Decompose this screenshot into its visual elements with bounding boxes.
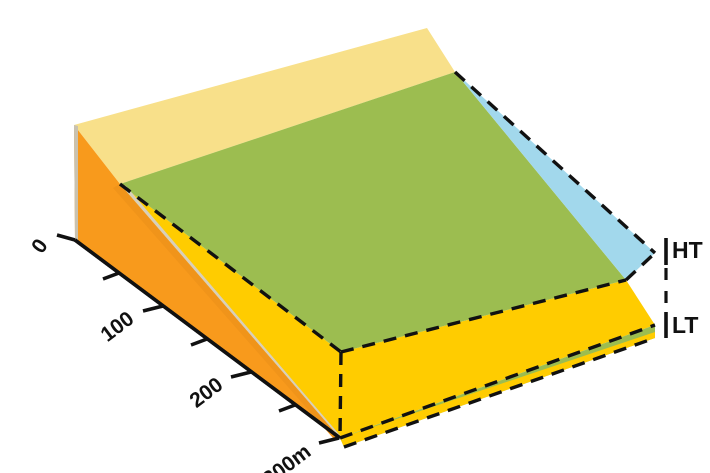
tide-marker-group: HT LT	[664, 237, 703, 338]
ridge-highlight	[74, 125, 78, 240]
axis-spine	[73, 238, 342, 440]
vegetated-flat-surface	[120, 72, 626, 352]
axis-tick-100	[142, 304, 164, 313]
edge-vertical-front-corner	[338, 351, 343, 439]
upper-beach-surface	[74, 28, 455, 184]
edge-green-water-diagonal	[453, 70, 657, 255]
axis-tick-0	[56, 233, 76, 242]
sand-slope-front	[120, 184, 655, 438]
water-high-tide-surface	[455, 72, 655, 280]
axis-tick-200	[230, 370, 252, 379]
axis-tick-label-0: 0	[27, 235, 53, 258]
edge-upper-beach-green-boundary	[118, 182, 343, 354]
lt-label: LT	[672, 312, 698, 338]
axis-tick-250	[278, 403, 296, 413]
edge-base-front-bottom	[343, 336, 656, 449]
cliff-face-shadow	[113, 184, 340, 438]
axis-tick-label-100: 100	[97, 307, 139, 346]
axis-tick-50	[102, 271, 120, 281]
axis-tick-150	[190, 337, 208, 347]
axis-tick-label-200: 200	[186, 373, 228, 412]
ht-label: HT	[672, 237, 703, 263]
edge-green-flat-front	[340, 278, 627, 354]
edge-water-bottom	[624, 251, 657, 282]
gold-base-lip	[340, 332, 655, 447]
edge-base-strip-top	[339, 323, 656, 440]
axis-tick-label-300m: 300m	[259, 440, 316, 473]
axis-tick-300	[318, 436, 340, 445]
slope-highlight-edge	[120, 184, 344, 440]
